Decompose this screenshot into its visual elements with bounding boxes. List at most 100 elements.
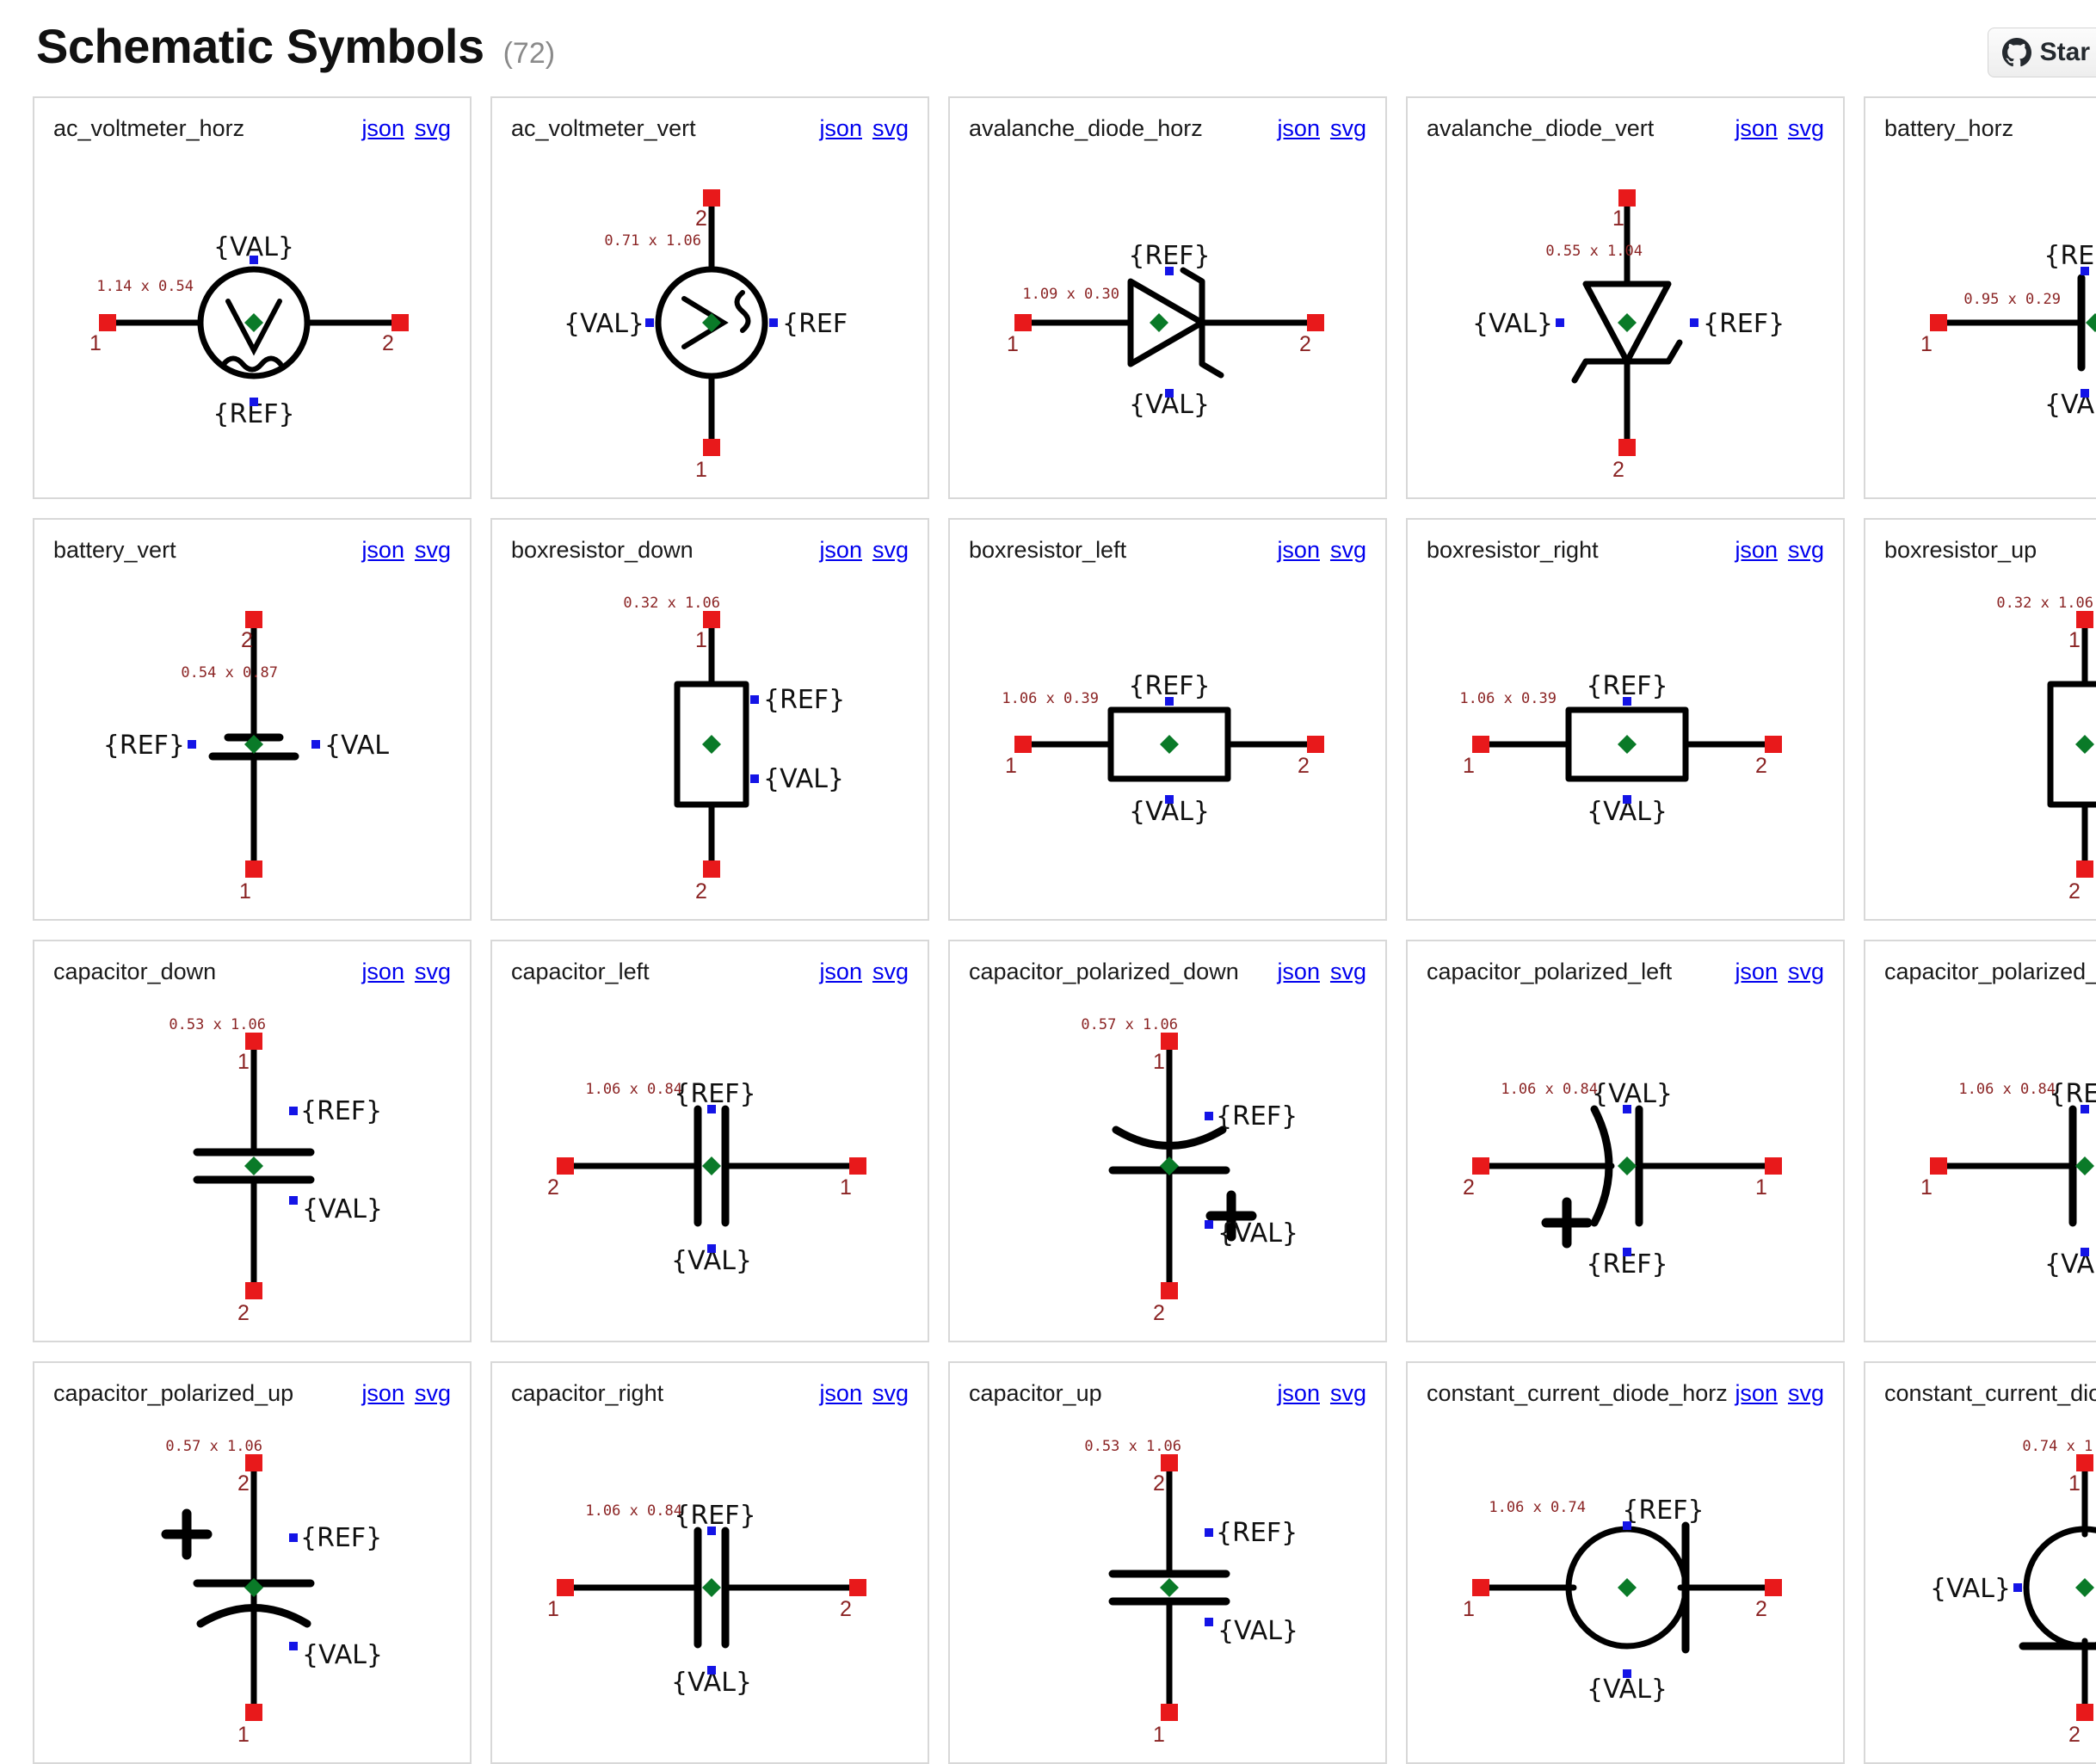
symbol-card-header: capacitor_right json svg xyxy=(492,1363,928,1411)
json-link[interactable]: json xyxy=(819,115,862,141)
json-link[interactable]: json xyxy=(361,959,404,984)
pin-marker xyxy=(1930,314,1947,331)
json-link[interactable]: json xyxy=(1277,115,1320,141)
json-link[interactable]: json xyxy=(361,537,404,563)
pin-marker xyxy=(1161,1282,1178,1299)
anchor-marker xyxy=(311,740,320,749)
pin-marker xyxy=(703,439,720,456)
svg-link[interactable]: svg xyxy=(1329,537,1366,563)
dimension-label: 1.06 x 0.84 xyxy=(1958,1081,2056,1098)
symbol-svg: 0.57 x 1.06 {REF} {VAL} 2 1 xyxy=(161,1438,383,1747)
symbol-name: ac_voltmeter_vert xyxy=(511,115,696,141)
dimension-label: 1.06 x 0.74 xyxy=(1489,1499,1586,1516)
pin-number: 1 xyxy=(1005,754,1017,778)
svg-link[interactable]: svg xyxy=(1329,115,1366,141)
attribute-label: {VAL} xyxy=(1218,1218,1298,1249)
svg-link[interactable]: svg xyxy=(414,1380,451,1406)
symbol-svg: 0.71 x 1.06 {VAL} {REF 2 1 xyxy=(564,189,848,482)
dimension-label: 0.53 x 1.06 xyxy=(169,1016,266,1033)
symbol-svg: 1.09 x 0.30{REF}{VAL}1 2 xyxy=(1007,241,1324,420)
svg-link[interactable]: svg xyxy=(1787,1380,1824,1406)
attribute-label: {REF} xyxy=(763,685,845,715)
svg-link[interactable]: svg xyxy=(414,537,451,563)
github-star-button[interactable]: Star xyxy=(1987,28,2096,77)
svg-link[interactable]: svg xyxy=(414,115,451,141)
svg-link[interactable]: svg xyxy=(1329,1380,1366,1406)
symbol-name: boxresistor_left xyxy=(969,537,1127,563)
attribute-label: {REF} xyxy=(103,731,185,761)
pin-marker xyxy=(1161,1454,1178,1471)
symbol-card: avalanche_diode_vert json svg 0.55 x 1.04 {V… xyxy=(1406,96,1845,499)
pin-marker xyxy=(245,1282,262,1299)
json-link[interactable]: json xyxy=(1735,537,1778,563)
symbol-count: (72) xyxy=(502,37,556,70)
symbol-preview: 0.57 x 1.06 {REF} {VAL} 1 2 xyxy=(950,990,1385,1341)
pin-number: 1 xyxy=(1920,332,1933,356)
symbol-card-header: capacitor_polarized_down json svg xyxy=(950,941,1385,990)
json-link[interactable]: json xyxy=(1735,1380,1778,1406)
svg-link[interactable]: svg xyxy=(872,537,909,563)
origin-marker xyxy=(244,735,263,754)
anchor-marker xyxy=(1623,1248,1631,1256)
pin-marker xyxy=(1472,1579,1489,1596)
dimension-label: 0.57 x 1.06 xyxy=(1081,1016,1178,1033)
resistor-box xyxy=(1107,706,1231,782)
anchor-marker xyxy=(1205,1112,1213,1120)
symbol-svg: 0.74 x 1.06{VAL}{RE12 xyxy=(1930,1438,2096,1747)
pin-number: 2 xyxy=(241,628,253,652)
json-link[interactable]: json xyxy=(819,537,862,563)
anchor-marker xyxy=(188,740,196,749)
svg-link[interactable]: svg xyxy=(1787,537,1824,563)
pin-marker xyxy=(1307,314,1324,331)
svg-link[interactable]: svg xyxy=(414,959,451,984)
svg-link[interactable]: svg xyxy=(872,959,909,984)
anchor-marker xyxy=(1556,318,1564,327)
pin-number: 2 xyxy=(237,1471,250,1496)
json-link[interactable]: json xyxy=(1277,959,1320,984)
symbol-card-links: json svg xyxy=(1735,115,1824,142)
json-link[interactable]: json xyxy=(1277,537,1320,563)
resistor-box xyxy=(674,681,749,808)
svg-link[interactable]: svg xyxy=(872,115,909,141)
symbol-svg: 0.53 x 1.06 {REF} {VAL} 2 1 xyxy=(1084,1438,1298,1747)
symbol-name: capacitor_polarized_down xyxy=(969,959,1239,984)
json-link[interactable]: json xyxy=(819,1380,862,1406)
anchor-marker xyxy=(2081,267,2089,275)
json-link[interactable]: json xyxy=(1277,1380,1320,1406)
json-link[interactable]: json xyxy=(361,1380,404,1406)
dimension-label: 0.53 x 1.06 xyxy=(1084,1438,1181,1455)
origin-marker xyxy=(702,1156,721,1175)
attribute-label: {REF} xyxy=(674,1501,755,1531)
pin-number: 1 xyxy=(547,1597,559,1621)
json-link[interactable]: json xyxy=(361,115,404,141)
attribute-label: {REF} xyxy=(300,1096,382,1126)
anchor-marker xyxy=(2013,1583,2022,1592)
symbol-svg: 0.54 x 0.87 {REF} {VAL 2 1 xyxy=(103,611,389,904)
attribute-label: {VAL} xyxy=(763,764,844,794)
dimension-label: 1.14 x 0.54 xyxy=(96,278,194,295)
origin-marker xyxy=(244,1156,263,1175)
symbol-card: capacitor_polarized_down json svg 0.57 x 1.… xyxy=(948,940,1387,1342)
symbol-svg: 1.06 x 0.84{REF}{VAL}2 1 xyxy=(547,1079,866,1276)
pin-marker xyxy=(2076,860,2093,878)
pin-number: 2 xyxy=(1755,1597,1767,1621)
symbol-card-header: boxresistor_left json svg xyxy=(950,520,1385,568)
pin-marker xyxy=(849,1157,866,1175)
svg-link[interactable]: svg xyxy=(1787,959,1824,984)
json-link[interactable]: json xyxy=(819,959,862,984)
symbol-card-links: json svg xyxy=(361,537,451,564)
attribute-label: {VAL} xyxy=(1218,1616,1298,1646)
anchor-marker xyxy=(1165,267,1174,275)
voltmeter-v-glyph xyxy=(681,296,729,349)
anchor-marker xyxy=(1623,1669,1631,1678)
origin-marker xyxy=(2075,1578,2094,1597)
svg-link[interactable]: svg xyxy=(1329,959,1366,984)
attribute-label: {VAL} xyxy=(1587,1675,1668,1705)
symbol-preview: 0.53 x 1.06 {REF} {VAL} 1 2 xyxy=(34,990,470,1341)
json-link[interactable]: json xyxy=(1735,115,1778,141)
svg-link[interactable]: svg xyxy=(872,1380,909,1406)
symbol-preview: 1.06 x 0.39 {REF} {VAL} 1 2 xyxy=(950,568,1385,919)
json-link[interactable]: json xyxy=(1735,959,1778,984)
svg-link[interactable]: svg xyxy=(1787,115,1824,141)
pin-marker xyxy=(245,611,262,628)
